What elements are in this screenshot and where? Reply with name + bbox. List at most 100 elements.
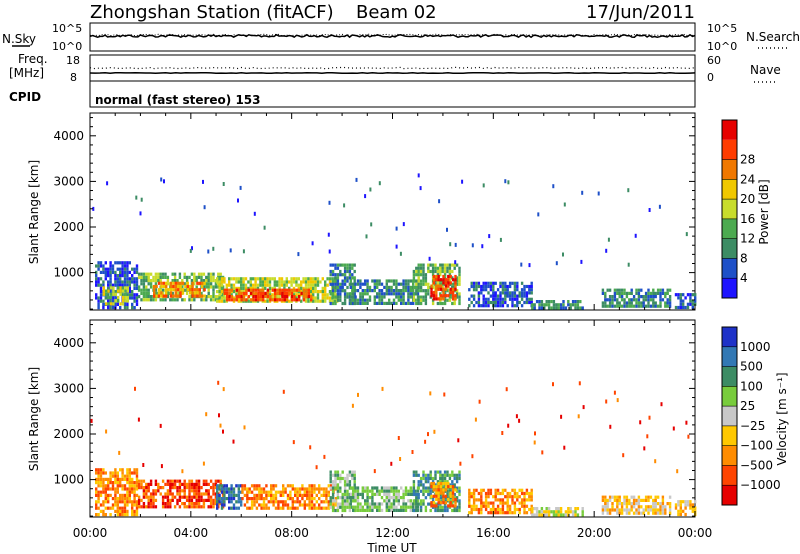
data-cell xyxy=(242,295,246,299)
data-cell xyxy=(140,279,143,283)
data-cell xyxy=(492,297,495,301)
data-cell xyxy=(166,495,170,499)
data-cell xyxy=(107,289,110,293)
data-cell xyxy=(412,508,416,513)
data-cell xyxy=(620,508,624,512)
data-cell xyxy=(116,267,119,271)
data-cell xyxy=(661,502,665,506)
data-cell xyxy=(240,283,243,287)
data-cell xyxy=(543,513,546,517)
data-cell xyxy=(102,468,105,472)
data-cell xyxy=(140,298,143,302)
data-cell xyxy=(269,298,272,302)
data-cell xyxy=(415,273,418,277)
data-cell xyxy=(239,185,242,190)
data-cell xyxy=(114,274,117,278)
data-cell xyxy=(354,298,357,302)
data-cell xyxy=(160,291,163,295)
data-cell xyxy=(429,470,432,474)
data-cell xyxy=(682,509,685,513)
data-cell xyxy=(116,471,119,475)
data-cell xyxy=(652,505,655,509)
data-cell xyxy=(97,490,100,494)
data-cell xyxy=(356,486,360,490)
data-cell xyxy=(468,504,471,508)
cpid-label: CPID xyxy=(9,90,41,104)
data-cell xyxy=(442,488,445,492)
data-cell xyxy=(451,508,454,513)
data-cell xyxy=(395,244,398,249)
data-cell xyxy=(133,493,136,497)
data-cell xyxy=(392,496,396,500)
data-cell xyxy=(368,489,372,493)
data-cell xyxy=(262,490,266,494)
data-cell xyxy=(441,285,444,290)
data-cell xyxy=(353,483,356,487)
data-cell xyxy=(126,293,129,297)
data-cell xyxy=(177,294,180,298)
data-cell xyxy=(161,275,165,279)
data-cell xyxy=(104,513,107,517)
data-cell xyxy=(259,295,262,299)
data-cell xyxy=(448,298,452,302)
velocity-colorbar-label: Velocity [m s⁻¹] xyxy=(775,372,789,465)
data-cell xyxy=(431,263,435,267)
data-cell xyxy=(505,387,508,392)
data-cell xyxy=(513,511,517,515)
data-cell xyxy=(458,502,461,506)
data-cell xyxy=(412,279,416,283)
data-cell xyxy=(308,497,311,501)
data-cell xyxy=(501,488,505,492)
data-cell xyxy=(264,286,267,290)
data-cell xyxy=(137,295,141,299)
data-cell xyxy=(205,285,208,289)
data-cell xyxy=(321,296,324,300)
data-cell xyxy=(453,266,456,270)
data-cell xyxy=(468,501,471,505)
data-cell xyxy=(417,473,420,477)
data-cell xyxy=(223,291,226,295)
data-cell xyxy=(404,486,408,490)
data-cell xyxy=(451,504,455,508)
data-cell xyxy=(435,494,438,498)
colorbar-tick-label: 1000 xyxy=(740,340,771,354)
data-cell xyxy=(547,300,551,304)
data-cell xyxy=(376,508,379,512)
data-cell xyxy=(240,290,243,294)
data-cell xyxy=(550,510,553,514)
data-cell xyxy=(266,280,269,284)
data-cell xyxy=(202,479,206,483)
data-cell xyxy=(228,493,231,497)
colorbar-segment xyxy=(722,238,737,259)
data-cell xyxy=(119,509,122,513)
data-cell xyxy=(121,293,124,297)
data-cell xyxy=(407,301,410,305)
data-cell xyxy=(371,492,374,496)
data-cell xyxy=(442,278,445,282)
data-cell xyxy=(165,291,168,295)
data-cell xyxy=(185,505,189,509)
data-cell xyxy=(326,277,329,281)
data-cell xyxy=(119,277,122,281)
data-cell xyxy=(618,288,621,292)
data-cell xyxy=(154,489,158,493)
data-cell xyxy=(528,300,531,305)
data-cell xyxy=(200,486,203,490)
data-cell xyxy=(513,288,517,292)
data-cell xyxy=(173,298,177,302)
data-cell xyxy=(298,295,301,299)
data-cell xyxy=(280,280,284,284)
data-cell xyxy=(102,481,105,485)
data-cell xyxy=(293,288,296,292)
data-cell xyxy=(177,281,180,285)
data-cell xyxy=(481,244,484,249)
data-cell xyxy=(181,469,184,474)
data-cell xyxy=(378,301,381,305)
data-cell xyxy=(689,299,692,303)
data-cell xyxy=(422,298,425,302)
data-cell xyxy=(270,484,273,488)
data-cell xyxy=(392,492,396,496)
data-cell xyxy=(193,294,197,298)
data-cell xyxy=(376,301,379,305)
data-cell xyxy=(135,506,139,510)
